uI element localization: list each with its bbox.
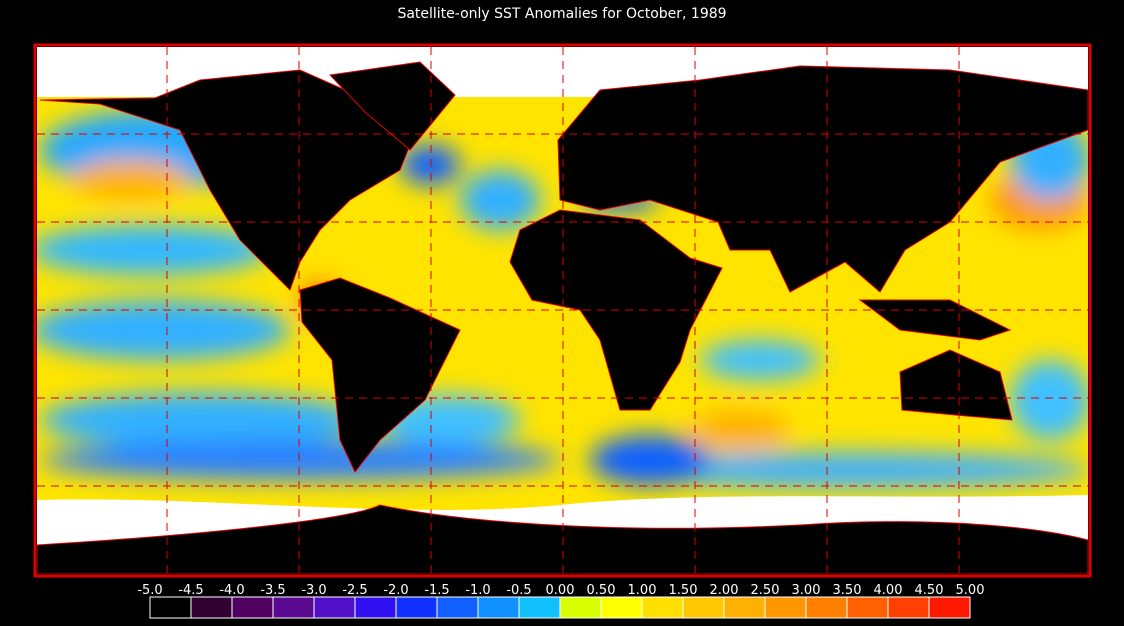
colorbar-label: 2.00 (710, 583, 739, 598)
greenland (328, 61, 456, 151)
colorbar-swatch (723, 596, 766, 619)
land (37, 61, 1088, 574)
colorbar-swatch (395, 596, 438, 619)
colorbar-swatch (887, 596, 930, 619)
colorbar-label: 1.50 (669, 583, 698, 598)
colorbar-label: 1.00 (628, 583, 657, 598)
colorbar-swatch (477, 596, 520, 619)
colorbar-swatch (682, 596, 725, 619)
colorbar-label: 4.50 (915, 583, 944, 598)
colorbar-label: 2.50 (751, 583, 780, 598)
colorbar-label: 3.50 (833, 583, 862, 598)
colorbar-swatch (928, 596, 971, 619)
colorbar-label: -4.5 (178, 583, 203, 598)
colorbar-label: 0.50 (587, 583, 616, 598)
colorbar-swatch (313, 596, 356, 619)
colorbar-swatch (436, 596, 479, 619)
colorbar-label: 0.00 (546, 583, 575, 598)
colorbar-label: -4.0 (219, 583, 244, 598)
colorbar-swatch (149, 596, 192, 619)
colorbar-swatch (272, 596, 315, 619)
anomaly-field (37, 110, 1088, 488)
colorbar-swatch (190, 596, 233, 619)
north-america (39, 69, 421, 291)
colorbar-label: -5.0 (137, 583, 162, 598)
colorbar-swatch (641, 596, 684, 619)
colorbar-swatch (600, 596, 643, 619)
colorbar-swatch (805, 596, 848, 619)
map-title: Satellite-only SST Anomalies for October… (397, 6, 726, 22)
map-area (37, 47, 1088, 574)
colorbar-swatch (764, 596, 807, 619)
colorbar-label: -1.5 (424, 583, 449, 598)
colorbar-label: 3.00 (792, 583, 821, 598)
colorbar-label: -0.5 (506, 583, 531, 598)
colorbar-label: 5.00 (956, 583, 985, 598)
eurasia (557, 65, 1088, 293)
colorbar-swatch (518, 596, 561, 619)
colorbar-swatch (846, 596, 889, 619)
australia (899, 349, 1013, 421)
map-frame (33, 43, 1092, 578)
colorbar-swatch (354, 596, 397, 619)
colorbar-label: -3.5 (260, 583, 285, 598)
colorbar-label: -2.5 (342, 583, 367, 598)
south-america (299, 277, 461, 473)
colorbar-swatch (559, 596, 602, 619)
colorbar-label: -2.0 (383, 583, 408, 598)
colorbar-label: 4.00 (874, 583, 903, 598)
colorbar-swatch (231, 596, 274, 619)
colorbar: -5.0 -4.5 -4.0 -3.5 -3.0 -2.5 -2.0 -1.5 -1.0 -0.5… (137, 583, 985, 619)
colorbar-label: -1.0 (465, 583, 490, 598)
graticule (37, 47, 1088, 574)
colorbar-label: -3.0 (301, 583, 326, 598)
